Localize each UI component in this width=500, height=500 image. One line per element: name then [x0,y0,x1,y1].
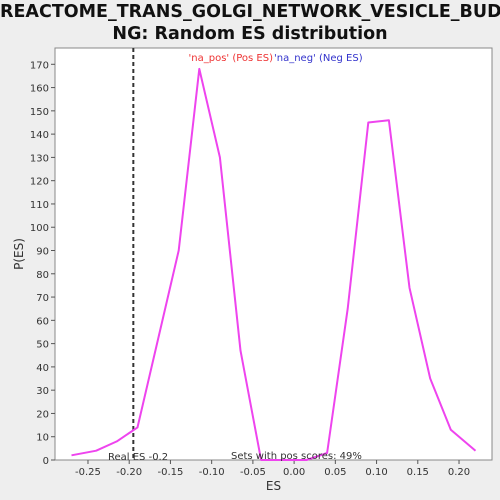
y-tick-label-2: 20 [36,409,49,420]
x-tick-label-0: -0.25 [75,467,101,478]
y-tick-label-3: 30 [36,386,49,397]
x-tick-label-1: -0.20 [116,467,142,478]
y-tick-label-11: 110 [30,200,49,211]
x-tick-label-3: -0.10 [199,467,225,478]
x-tick-label-6: 0.05 [324,467,346,478]
y-tick-label-12: 120 [30,177,49,188]
x-tick-label-9: 0.20 [448,467,470,478]
x-tick-label-7: 0.10 [365,467,387,478]
y-tick-label-8: 80 [36,270,49,281]
y-tick-label-16: 160 [30,84,49,95]
y-tick-label-13: 130 [30,153,49,164]
y-tick-label-14: 140 [30,130,49,141]
y-tick-label-4: 40 [36,363,49,374]
x-axis-label: ES [266,479,281,493]
y-tick-label-1: 10 [36,433,49,444]
y-tick-label-6: 60 [36,316,49,327]
y-tick-label-5: 50 [36,340,49,351]
x-tick-label-4: -0.05 [240,467,266,478]
y-tick-label-7: 70 [36,293,49,304]
x-tick-label-2: -0.15 [157,467,183,478]
y-tick-label-15: 150 [30,107,49,118]
x-tick-label-8: 0.15 [407,467,429,478]
y-tick-label-10: 100 [30,223,49,234]
pos-scores-annotation: Sets with pos scores: 49% [231,451,362,462]
y-tick-label-9: 90 [36,247,49,258]
y-tick-label-0: 0 [43,456,49,467]
legend-pos-es: 'na_pos' (Pos ES) [189,53,274,64]
legend-neg-es: 'na_neg' (Neg ES) [274,53,363,64]
y-tick-label-17: 170 [30,60,49,71]
x-tick-label-5: 0.00 [283,467,305,478]
y-axis-label: P(ES) [12,238,26,270]
plot-area [55,48,492,460]
real-es-annotation: Real ES -0.2 [108,452,168,463]
